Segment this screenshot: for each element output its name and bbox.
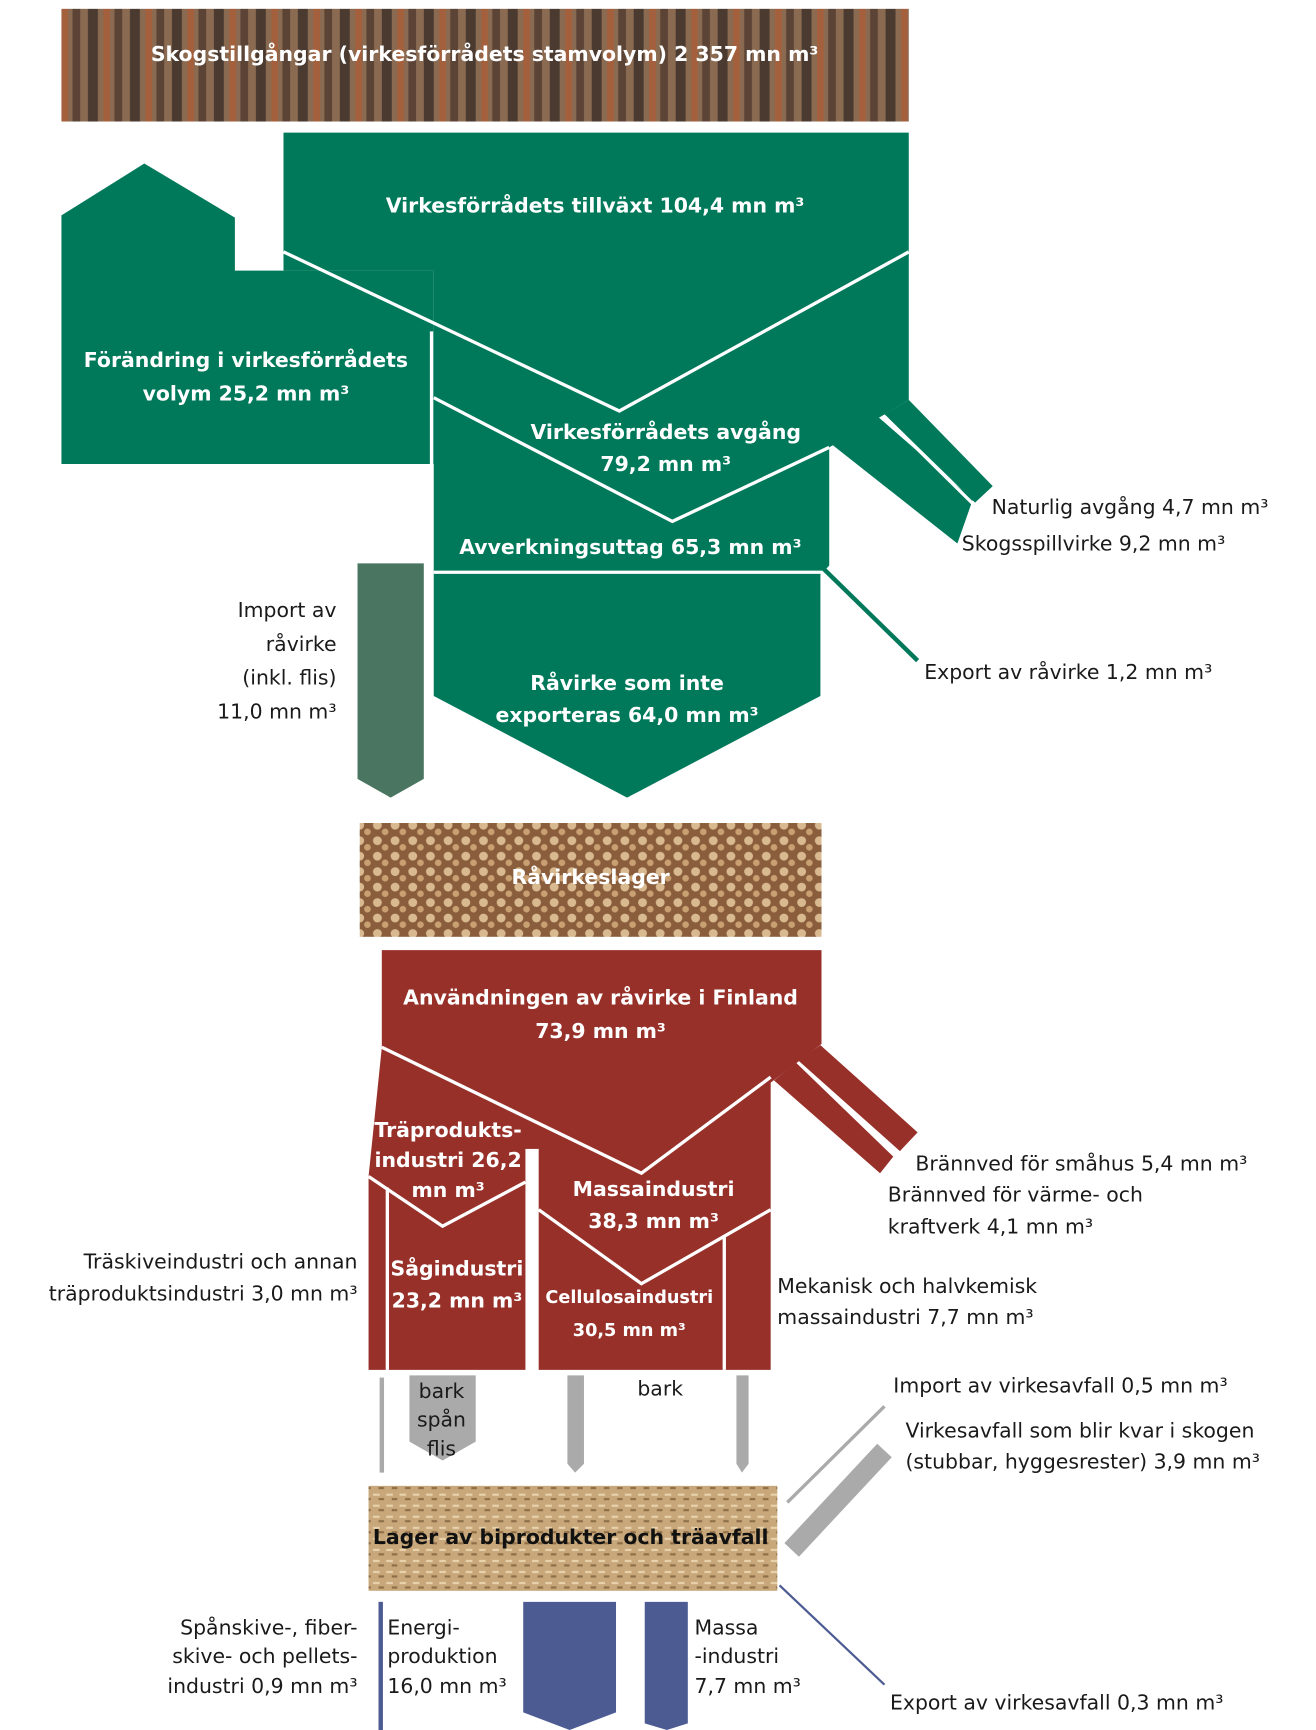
sawmill-label: Sågindustri	[391, 1255, 524, 1280]
export-line	[822, 567, 920, 663]
not-exported-label: Råvirke som inte	[530, 670, 724, 695]
energy-label: produktion	[387, 1644, 497, 1668]
chip-storage-image	[368, 1485, 778, 1591]
growth-label: Virkesförrådets tillväxt 104,4 mn m³	[386, 193, 805, 218]
byproduct-flows	[379, 1375, 749, 1473]
storage-label: Råvirkeslager	[511, 864, 670, 889]
byproduct-storage-label: Lager av biprodukter och träavfall	[373, 1525, 769, 1549]
firewood-houses-label: Brännved för småhus 5,4 mn m³	[915, 1150, 1247, 1175]
import-raw-label: Import av	[238, 598, 337, 622]
bark-arrow	[736, 1375, 749, 1473]
pulp-industry-label: -industri	[694, 1644, 779, 1668]
pulp-industry-label: Massa	[694, 1615, 758, 1639]
dividers	[367, 1045, 772, 1370]
use-label: Användningen av råvirke i Finland	[403, 985, 798, 1010]
energy-arrow	[523, 1601, 617, 1730]
cellulose-label: Cellulosaindustri	[545, 1288, 713, 1308]
board-label: industri 0,9 mn m³	[167, 1674, 357, 1698]
residue-arrow	[831, 417, 973, 544]
bark-label: bark	[637, 1377, 683, 1401]
use-shape	[368, 950, 822, 1370]
board-label: skive- och pellets-	[172, 1644, 357, 1668]
firewood-plants-label: Brännved för värme- och	[888, 1182, 1143, 1206]
bark-chips-label: flis	[427, 1436, 456, 1460]
bark-chips-label: bark	[419, 1379, 465, 1403]
pulp-label: 38,3 mn m³	[588, 1209, 719, 1233]
sawmill-label: 23,2 mn m³	[392, 1288, 523, 1312]
main-shape	[283, 132, 909, 798]
energy-label: Energi-	[387, 1615, 459, 1639]
bark-chips-label: spån	[417, 1407, 466, 1432]
import-raw-label: 11,0 mn m³	[217, 700, 336, 724]
import-arrow	[357, 563, 424, 798]
forest-image	[61, 8, 909, 122]
mechanical-label: massaindustri 7,7 mn m³	[777, 1305, 1033, 1329]
left-in-forest-label: Virkesavfall som blir kvar i skogen	[905, 1419, 1254, 1443]
bark-arrow	[567, 1375, 584, 1473]
export-raw-label: Export av råvirke 1,2 mn m³	[924, 659, 1212, 684]
drain-label: Virkesförrådets avgång	[530, 419, 801, 444]
export-waste-label: Export av virkesavfall 0,3 mn m³	[890, 1690, 1223, 1714]
import-raw-label: råvirke	[266, 631, 337, 656]
left-in-forest-arrow	[784, 1443, 892, 1557]
log-storage-image	[359, 823, 822, 937]
dividers	[282, 250, 975, 574]
pulp-industry-label: 7,7 mn m³	[694, 1674, 800, 1698]
flow	[379, 1377, 385, 1473]
end-use-flows	[378, 1601, 688, 1730]
use-label: 73,9 mn m³	[535, 1019, 666, 1043]
energy-label: 16,0 mn m³	[387, 1674, 506, 1698]
board-flow	[378, 1601, 383, 1730]
mechanical-label: Mekanisk och halvkemisk	[777, 1274, 1037, 1298]
firewood-plants-label: kraftverk 4,1 mn m³	[888, 1214, 1093, 1238]
firewood-houses-arrow	[798, 1045, 918, 1152]
header-label: Skogstillgångar (virkesförrådets stamvol…	[151, 41, 818, 66]
cellulose-label: 30,5 mn m³	[573, 1321, 686, 1341]
pulp-arrow	[644, 1601, 688, 1730]
residue-label: Skogsspillvirke 9,2 mn m³	[962, 532, 1225, 556]
wood-products-label: mn m³	[412, 1178, 485, 1202]
wood-products-label: Träprodukts-	[374, 1118, 521, 1142]
import-waste-label: Import av virkesavfall 0,5 mn m³	[893, 1373, 1227, 1397]
gap	[525, 1148, 539, 1373]
import-raw-label: (inkl. flis)	[242, 665, 336, 689]
change-label: Förändring i virkesförrådets	[84, 347, 408, 372]
natural-label: Naturlig avgång 4,7 mn m³	[992, 494, 1269, 519]
wood-products-label: industri 26,2	[375, 1148, 522, 1172]
harvest-label: Avverkningsuttag 65,3 mn m³	[459, 535, 801, 559]
firewood-plants-arrow	[773, 1062, 894, 1174]
export-waste-line	[778, 1584, 886, 1686]
natural-arrow	[884, 399, 993, 503]
change-shape	[61, 163, 434, 464]
left-in-forest-label: (stubbar, hyggesrester) 3,9 mn m³	[905, 1450, 1259, 1474]
pulp-label: Massaindustri	[573, 1177, 735, 1201]
panel-label: Träskiveindustri och annan	[83, 1250, 358, 1274]
panel-label: träproduktsindustri 3,0 mn m³	[49, 1282, 358, 1306]
import-waste-line	[786, 1405, 886, 1504]
bark-chips-arrow	[409, 1375, 476, 1461]
industry-flows	[368, 950, 918, 1370]
not-exported-label: exporteras 64,0 mn m³	[496, 703, 759, 727]
change-label: volym 25,2 mn m³	[143, 381, 350, 405]
drain-label: 79,2 mn m³	[600, 452, 731, 476]
forest-flows	[61, 132, 993, 798]
board-label: Spånskive-, fiber-	[180, 1614, 357, 1639]
